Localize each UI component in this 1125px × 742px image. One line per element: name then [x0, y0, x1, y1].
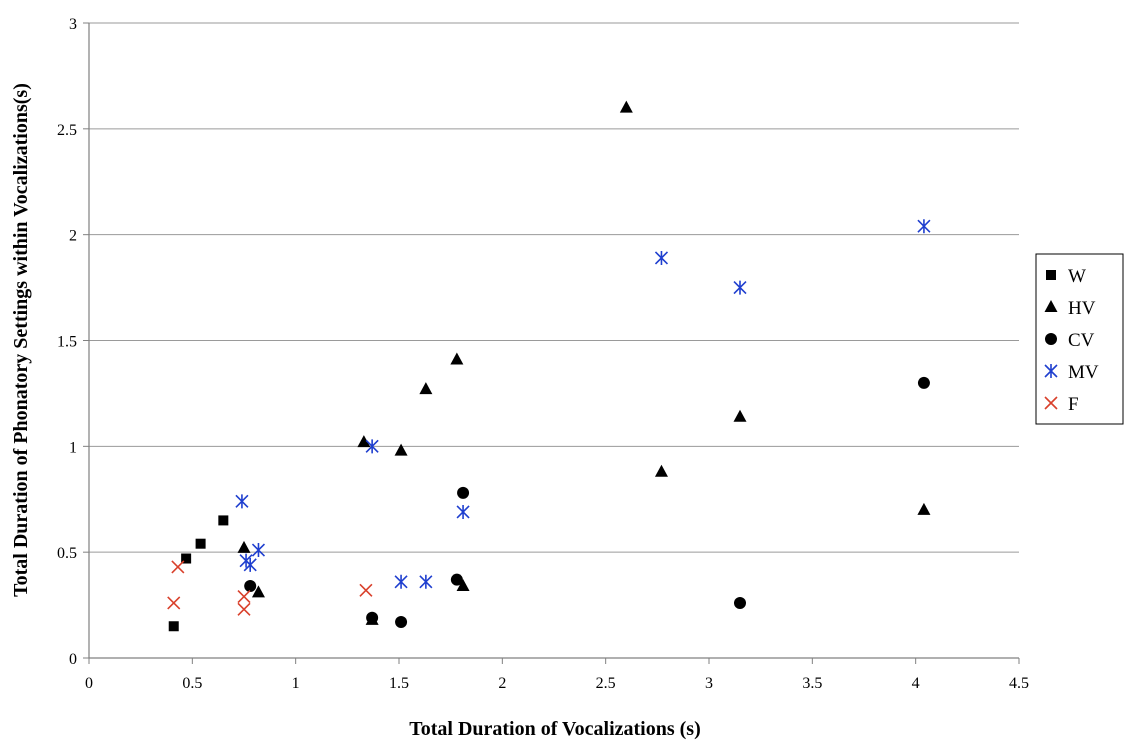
data-point-mv	[251, 543, 266, 558]
legend-marker-f	[1044, 396, 1058, 410]
y-tick-label: 0	[69, 651, 77, 668]
x-tick-label: 2.5	[596, 675, 616, 692]
data-point-hv	[357, 435, 371, 448]
data-point-w	[181, 553, 192, 564]
x-tick-label: 3.5	[802, 675, 822, 692]
data-point-hv	[419, 382, 433, 395]
legend-label: W	[1068, 266, 1086, 287]
data-point-cv	[450, 573, 463, 586]
data-point-mv	[394, 574, 408, 589]
data-point-mv	[243, 557, 257, 572]
legend-item-f: F	[1044, 394, 1079, 415]
legend-label: MV	[1068, 362, 1099, 383]
x-tick-label: 2	[498, 675, 506, 692]
series-mv	[235, 219, 931, 589]
data-point-cv	[917, 376, 930, 389]
data-point-hv	[450, 352, 464, 365]
legend-label: F	[1068, 394, 1079, 415]
data-point-cv	[395, 616, 408, 629]
data-point-hv	[733, 409, 747, 422]
legend-marker-w	[1046, 270, 1056, 280]
data-point-mv	[733, 280, 747, 295]
data-point-mv	[365, 439, 379, 454]
x-axis: 0 0.5 1 1.5 2 2.5 3 3.5 4 4.5	[85, 658, 1029, 692]
data-point-f	[237, 602, 251, 616]
data-point-cv	[366, 611, 379, 624]
data-point-mv	[917, 219, 931, 234]
legend-marker-mv	[1044, 364, 1058, 378]
data-point-cv	[457, 486, 470, 499]
data-point-mv	[654, 250, 669, 265]
legend-label: HV	[1068, 298, 1096, 319]
data-point-w	[168, 621, 179, 632]
series-f	[167, 560, 373, 616]
data-point-cv	[244, 580, 257, 593]
data-point-f	[359, 583, 373, 597]
y-tick-label: 2.5	[57, 122, 77, 139]
data-point-mv	[235, 494, 249, 509]
data-point-w	[218, 515, 229, 526]
data-point-hv	[456, 579, 470, 592]
legend: W HV CV MV F	[1035, 253, 1124, 425]
series-hv	[237, 100, 931, 625]
x-tick-label: 1	[292, 675, 300, 692]
x-tick-label: 0.5	[182, 675, 202, 692]
y-tick-label: 2	[69, 228, 77, 245]
x-tick-label: 4	[912, 675, 920, 692]
y-tick-label: 1	[69, 439, 77, 456]
legend-marker-cv	[1045, 333, 1057, 345]
data-point-w	[195, 538, 206, 549]
x-tick-label: 4.5	[1009, 675, 1029, 692]
x-axis-title: Total Duration of Vocalizations (s)	[409, 718, 701, 740]
data-points	[167, 100, 931, 632]
x-tick-label: 3	[705, 675, 713, 692]
legend-item-mv: MV	[1044, 362, 1099, 383]
y-tick-label: 1.5	[57, 334, 77, 351]
y-axis: 0 0.5 1 1.5 2 2.5 3	[57, 16, 89, 668]
legend-marker-hv	[1044, 300, 1058, 312]
data-point-hv	[237, 540, 251, 553]
series-w	[168, 515, 229, 632]
data-point-hv	[619, 100, 633, 113]
series-cv	[244, 376, 930, 629]
data-point-hv	[394, 443, 408, 456]
data-point-cv	[734, 596, 746, 609]
x-tick-label: 0	[85, 675, 93, 692]
y-tick-label: 0.5	[57, 545, 77, 562]
data-point-f	[237, 590, 251, 604]
data-point-hv	[251, 585, 265, 598]
data-point-f	[167, 596, 181, 610]
legend-label: CV	[1068, 330, 1095, 351]
legend-item-hv: HV	[1044, 298, 1096, 319]
y-tick-label: 3	[69, 16, 77, 33]
data-point-f	[171, 560, 185, 574]
data-point-mv	[456, 504, 470, 519]
gridlines	[89, 22, 1019, 553]
data-point-hv	[654, 464, 668, 477]
x-tick-label: 1.5	[389, 675, 409, 692]
data-point-mv	[419, 574, 433, 589]
legend-item-cv: CV	[1045, 330, 1095, 351]
y-axis-title: Total Duration of Phonatory Settings wit…	[10, 83, 32, 597]
legend-item-w: W	[1046, 266, 1086, 287]
data-point-hv	[917, 502, 931, 515]
